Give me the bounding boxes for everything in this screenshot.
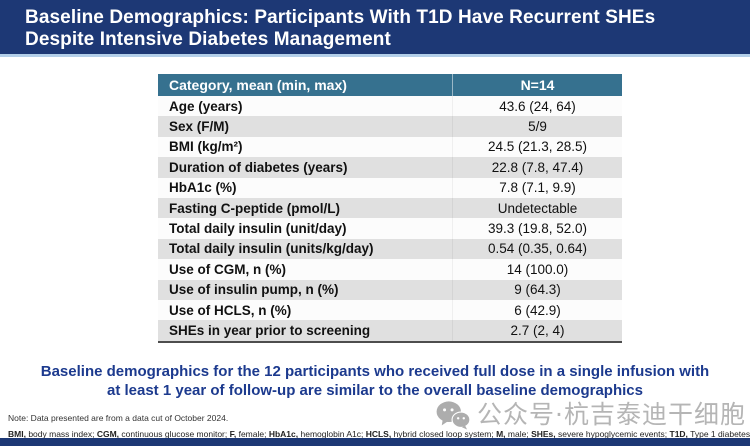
- abbreviation-segment: female;: [236, 429, 269, 439]
- slide-title-line2: Despite Intensive Diabetes Management: [25, 29, 391, 50]
- table-header-row: Category, mean (min, max) N=14: [158, 74, 622, 96]
- summary-line1: Baseline demographics for the 12 partici…: [40, 363, 710, 380]
- table-row: Total daily insulin (unit/day) 39.3 (19.…: [158, 218, 622, 239]
- abbreviation-segment: body mass index;: [25, 429, 97, 439]
- row-value: 2.7 (2, 4): [452, 320, 622, 341]
- row-value: 24.5 (21.3, 28.5): [452, 136, 622, 158]
- row-value: 43.6 (24, 64): [452, 96, 622, 117]
- abbreviation-segment: hybrid closed loop system;: [391, 429, 497, 439]
- table-row: Total daily insulin (units/kg/day) 0.54 …: [158, 238, 622, 260]
- abbreviation-segment: CGM,: [96, 429, 120, 439]
- table-row: HbA1c (%) 7.8 (7.1, 9.9): [158, 177, 622, 198]
- row-value: 7.8 (7.1, 9.9): [452, 177, 622, 198]
- table-row: Duration of diabetes (years) 22.8 (7.8, …: [158, 157, 622, 178]
- table-row: Sex (F/M) 5/9: [158, 116, 622, 137]
- bottom-bar: [0, 438, 750, 446]
- abbreviation-segment: SHEs,: [531, 429, 556, 439]
- abbreviation-segment: male;: [505, 429, 532, 439]
- row-label: Sex (F/M): [169, 119, 230, 135]
- footnote-abbreviations: BMI, body mass index; CGM, continuous gl…: [8, 429, 750, 439]
- wechat-icon: [436, 401, 471, 430]
- row-label: Total daily insulin (units/kg/day): [169, 241, 374, 257]
- row-value: 5/9: [452, 116, 622, 137]
- abbreviation-segment: HbA1c,: [268, 429, 299, 439]
- summary-statement: Baseline demographics for the 12 partici…: [15, 362, 735, 400]
- abbreviation-segment: M,: [496, 429, 506, 439]
- row-value: 14 (100.0): [452, 259, 622, 280]
- table-row: Use of HCLS, n (%) 6 (42.9): [158, 299, 622, 321]
- column-header-n: N=14: [452, 74, 622, 96]
- abbreviation-segment: severe hypoglycemic events;: [555, 429, 670, 439]
- row-value: 0.54 (0.35, 0.64): [452, 238, 622, 260]
- abbreviation-segment: hemoglobin A1c;: [298, 429, 366, 439]
- row-label: HbA1c (%): [169, 180, 237, 196]
- title-bar: Baseline Demographics: Participants With…: [0, 0, 750, 57]
- row-value: 9 (64.3): [452, 279, 622, 300]
- table-row: Fasting C-peptide (pmol/L) Undetectable: [158, 197, 622, 219]
- row-label: Use of HCLS, n (%): [169, 302, 292, 318]
- row-value: Undetectable: [452, 197, 622, 219]
- row-label: Use of insulin pump, n (%): [169, 282, 339, 298]
- demographics-table: Category, mean (min, max) N=14 Age (year…: [158, 74, 622, 343]
- abbreviation-segment: Type 1 diabetes: [687, 429, 750, 439]
- table-row: Use of CGM, n (%) 14 (100.0): [158, 259, 622, 280]
- table-row: SHEs in year prior to screening 2.7 (2, …: [158, 320, 622, 341]
- row-label: BMI (kg/m²): [169, 139, 243, 155]
- slide-title-line1: Baseline Demographics: Participants With…: [25, 7, 656, 28]
- row-label: Duration of diabetes (years): [169, 159, 348, 175]
- watermark: 公众号·杭吉泰迪干细胞: [436, 398, 746, 432]
- abbreviation-segment: T1D,: [669, 429, 688, 439]
- abbreviation-segment: BMI,: [8, 429, 26, 439]
- row-label: SHEs in year prior to screening: [169, 322, 371, 338]
- abbreviation-segment: continuous glucose monitor;: [119, 429, 230, 439]
- footnote-note: Note: Data presented are from a data cut…: [8, 413, 229, 423]
- row-label: Fasting C-peptide (pmol/L): [169, 200, 340, 216]
- table-body: Age (years) 43.6 (24, 64) Sex (F/M) 5/9 …: [158, 96, 622, 341]
- table-row: Use of insulin pump, n (%) 9 (64.3): [158, 279, 622, 300]
- row-value: 22.8 (7.8, 47.4): [452, 157, 622, 178]
- row-label: Total daily insulin (unit/day): [169, 221, 347, 237]
- row-label: Age (years): [169, 98, 243, 114]
- row-label: Use of CGM, n (%): [169, 261, 286, 277]
- watermark-text: 公众号·杭吉泰迪干细胞: [477, 400, 746, 429]
- table-row: BMI (kg/m²) 24.5 (21.3, 28.5): [158, 136, 622, 158]
- abbreviation-segment: HCLS,: [365, 429, 392, 439]
- row-value: 6 (42.9): [452, 299, 622, 321]
- summary-line2: at least 1 year of follow-up are similar…: [106, 382, 643, 399]
- table-row: Age (years) 43.6 (24, 64): [158, 96, 622, 117]
- abbreviation-segment: F,: [229, 429, 237, 439]
- row-value: 39.3 (19.8, 52.0): [452, 218, 622, 239]
- column-header-category: Category, mean (min, max): [169, 77, 347, 93]
